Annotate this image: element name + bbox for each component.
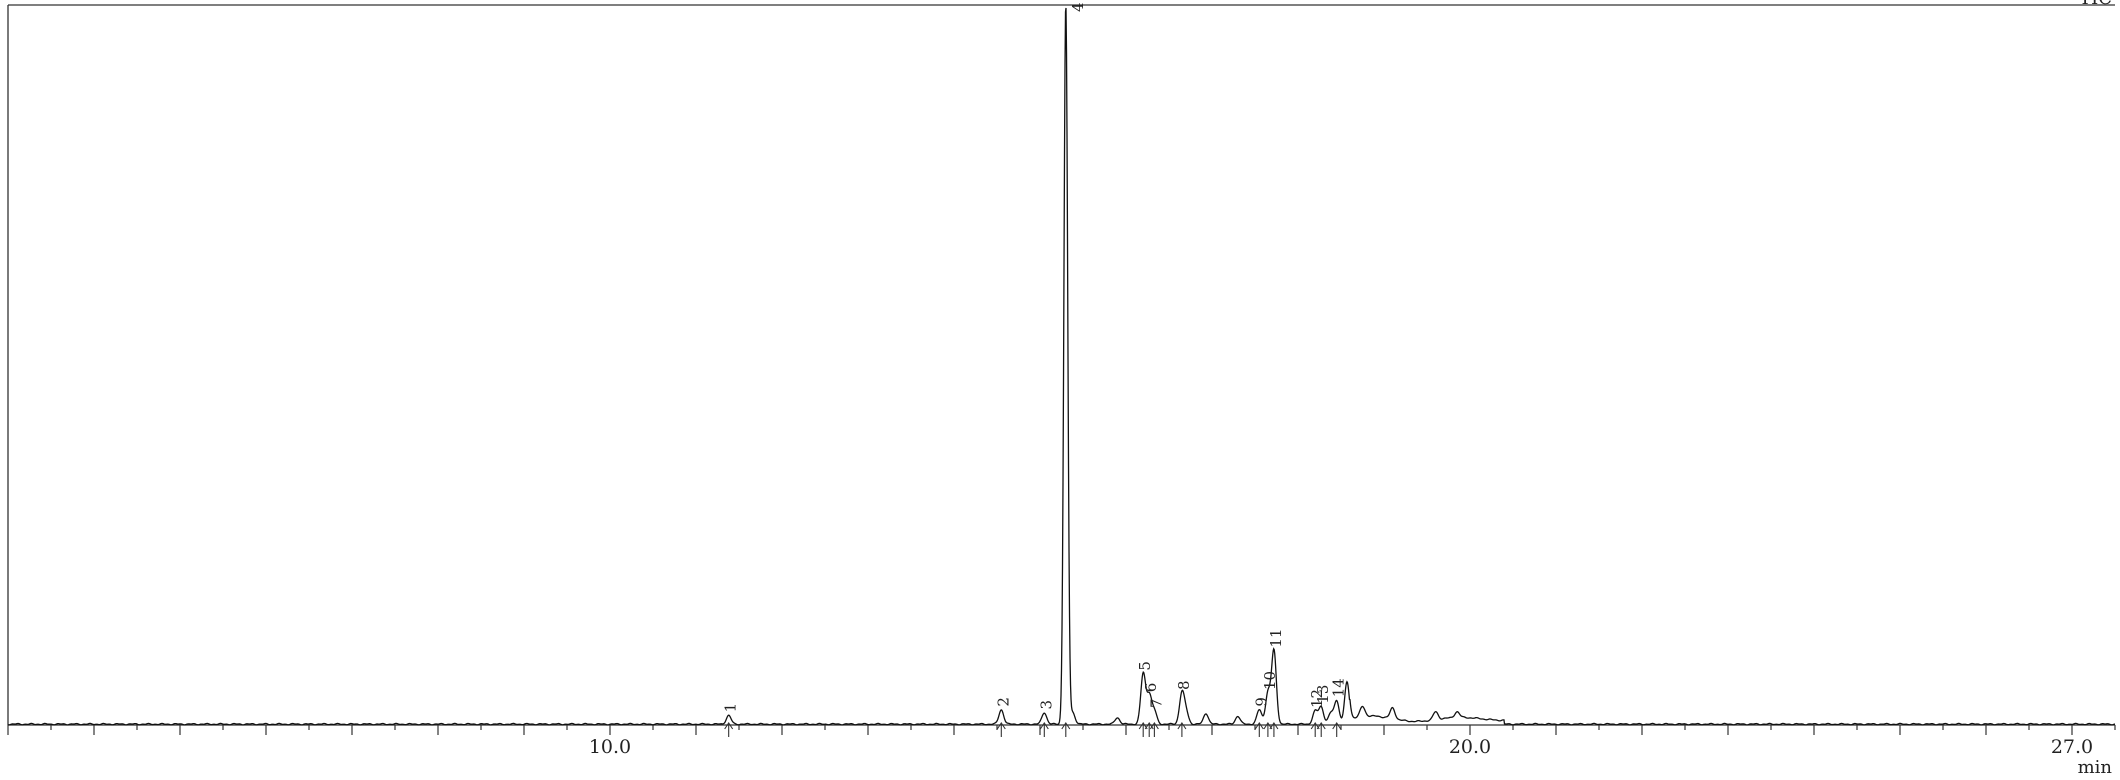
x-tick-label: 20.0 bbox=[1449, 736, 1491, 758]
integration-marker bbox=[996, 722, 1006, 737]
integration-marker bbox=[1316, 722, 1326, 737]
integration-marker bbox=[1269, 722, 1279, 737]
integration-marker bbox=[1254, 722, 1264, 737]
integration-marker bbox=[1138, 722, 1148, 737]
x-axis-unit-label: min bbox=[2078, 757, 2113, 775]
integration-marker bbox=[1332, 722, 1342, 737]
peak-label: 12 bbox=[1308, 689, 1326, 708]
chromatogram-trace bbox=[7, 7, 2116, 726]
integration-marker bbox=[724, 722, 734, 737]
peak-label: 4 bbox=[1069, 2, 1087, 12]
peak-label: 11 bbox=[1267, 628, 1285, 647]
integration-marker bbox=[1263, 722, 1273, 737]
integration-markers bbox=[724, 722, 1342, 737]
peak-label: 14 bbox=[1330, 678, 1348, 697]
y-axis-unit-label: TIC bbox=[2079, 0, 2112, 9]
integration-marker bbox=[1177, 722, 1187, 737]
x-tick-label: 27.0 bbox=[2051, 736, 2093, 758]
integration-marker bbox=[1061, 722, 1071, 737]
peak-label: 10 bbox=[1261, 671, 1279, 690]
peak-label: 1 bbox=[722, 703, 740, 713]
peak-label: 6 bbox=[1142, 683, 1160, 693]
peak-label: 13 bbox=[1314, 685, 1332, 704]
integration-marker bbox=[1310, 722, 1320, 737]
x-axis-ticks bbox=[7, 725, 2116, 735]
x-tick-label: 10.0 bbox=[589, 736, 631, 758]
peak-label: 2 bbox=[994, 697, 1012, 707]
peak-label: 8 bbox=[1175, 680, 1193, 690]
peak-label: 9 bbox=[1252, 697, 1270, 707]
x-axis-tick-labels: 10.0 20.0 27.0 bbox=[589, 736, 2093, 758]
integration-marker bbox=[1039, 722, 1049, 737]
integration-marker bbox=[1149, 722, 1159, 737]
peak-label: 5 bbox=[1136, 661, 1154, 671]
peak-label: 3 bbox=[1037, 700, 1055, 710]
chromatogram-line bbox=[7, 7, 2116, 726]
peak-label: 7 bbox=[1147, 698, 1165, 708]
